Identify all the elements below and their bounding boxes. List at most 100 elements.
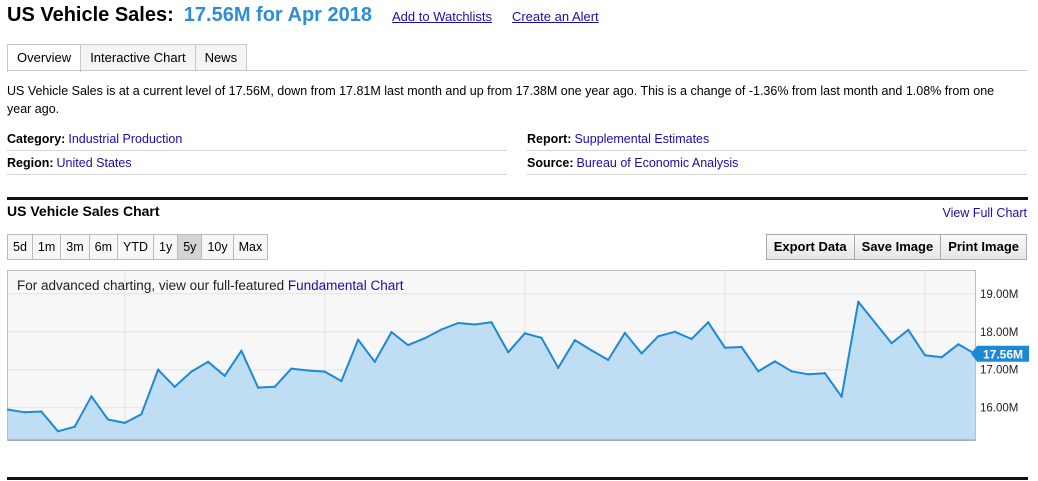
range-6m-button[interactable]: 6m: [88, 234, 119, 260]
data-point: [773, 360, 777, 363]
data-point: [90, 395, 93, 398]
current-value-badge: [971, 345, 1029, 362]
range-1y-button[interactable]: 1y: [153, 234, 179, 260]
region-link[interactable]: United States: [56, 156, 132, 170]
export-data-button[interactable]: Export Data: [765, 234, 855, 260]
source-row: Source: Bureau of Economic Analysis: [527, 152, 1027, 175]
range-max-button[interactable]: Max: [232, 234, 269, 260]
source-label: Source:: [527, 156, 574, 170]
data-point: [173, 385, 176, 388]
range-ytd-button[interactable]: YTD: [117, 234, 155, 260]
data-point: [390, 331, 393, 334]
data-point: [290, 367, 293, 370]
data-point: [156, 368, 160, 371]
data-point: [707, 321, 710, 324]
range-3m-button[interactable]: 3m: [60, 234, 90, 260]
data-point: [740, 345, 743, 349]
tab-news[interactable]: News: [194, 44, 248, 71]
range-1m-button[interactable]: 1m: [31, 234, 62, 260]
summary-text: US Vehicle Sales is at a current level o…: [7, 84, 995, 116]
data-point: [723, 346, 727, 349]
tab-overview[interactable]: Overview: [7, 44, 82, 72]
add-to-watchlists-link[interactable]: Add to Watchlists: [392, 9, 492, 24]
range-5d-button[interactable]: 5d: [7, 234, 33, 260]
data-point: [357, 338, 360, 341]
advanced-charting-note: For advanced charting, view our full-fea…: [17, 278, 403, 293]
y-tick-label: 16.00M: [980, 403, 1018, 415]
data-point: [407, 343, 410, 347]
data-point: [40, 410, 43, 413]
data-point: [657, 335, 660, 338]
region-row: Region: United States: [7, 152, 507, 175]
vehicle-sales-chart: 16.00M17.00M18.00M19.00M2014201520162017…: [7, 270, 1029, 441]
data-point: [873, 321, 877, 324]
print-image-button[interactable]: Print Image: [940, 234, 1027, 260]
data-point: [273, 385, 276, 388]
y-tick-label: 18.00M: [980, 327, 1018, 339]
data-point: [807, 373, 810, 376]
data-point: [890, 342, 893, 345]
section-divider: [7, 197, 1028, 200]
data-point: [473, 323, 476, 326]
source-link[interactable]: Bureau of Economic Analysis: [576, 156, 739, 170]
category-link[interactable]: Industrial Production: [68, 132, 183, 146]
data-point: [573, 339, 576, 342]
data-point: [857, 300, 860, 303]
tab-interactive-chart[interactable]: Interactive Chart: [80, 44, 196, 71]
tab-divider: [7, 70, 1028, 71]
chart-section-title: US Vehicle Sales Chart: [7, 203, 160, 219]
y-tick-label: 19.00M: [980, 289, 1018, 301]
region-label: Region:: [7, 156, 54, 170]
fundamental-chart-link[interactable]: Fundamental Chart: [287, 278, 404, 293]
data-point: [373, 360, 376, 363]
save-image-button[interactable]: Save Image: [853, 234, 942, 260]
data-point: [623, 331, 626, 335]
current-value-label: 17.56M: [983, 347, 1023, 361]
data-point: [340, 380, 343, 383]
data-point: [923, 354, 927, 357]
data-point: [23, 411, 26, 414]
data-point: [840, 395, 843, 398]
report-row: Report: Supplemental Estimates: [527, 128, 1027, 151]
data-point: [106, 418, 110, 421]
data-point: [673, 330, 676, 333]
data-point: [957, 343, 960, 346]
chart-actions: Export Data Save Image Print Image: [765, 234, 1027, 260]
report-label: Report:: [527, 132, 572, 146]
data-point: [223, 374, 226, 377]
data-point: [457, 321, 460, 325]
data-point: [757, 370, 760, 373]
data-point: [140, 413, 143, 416]
data-point: [323, 370, 326, 373]
page-title: US Vehicle Sales:: [7, 4, 174, 26]
data-point: [73, 425, 76, 428]
range-5y-button[interactable]: 5y: [177, 234, 203, 260]
create-alert-link[interactable]: Create an Alert: [511, 9, 599, 24]
data-point: [523, 332, 526, 335]
data-point: [640, 352, 643, 355]
data-point: [507, 351, 510, 354]
current-value: 17.56M for Apr 2018: [183, 4, 372, 26]
data-point: [590, 349, 593, 352]
report-link[interactable]: Supplemental Estimates: [574, 132, 710, 146]
data-point: [190, 370, 193, 373]
page-header: US Vehicle Sales: 17.56M for Apr 2018 Ad…: [7, 4, 599, 32]
data-point: [607, 358, 610, 361]
data-point: [490, 321, 493, 324]
tab-bar: Overview Interactive Chart News: [7, 44, 248, 72]
data-point: [907, 328, 910, 331]
series-area: [8, 301, 975, 440]
view-full-chart-link[interactable]: View Full Chart: [942, 206, 1027, 220]
data-point: [240, 349, 243, 352]
bottom-divider: [7, 477, 1028, 480]
data-point: [307, 369, 310, 372]
data-point: [540, 336, 543, 339]
data-point: [123, 421, 126, 425]
range-10y-button[interactable]: 10y: [201, 234, 234, 260]
category-label: Category:: [7, 132, 66, 146]
category-row: Category: Industrial Production: [7, 128, 507, 151]
data-point: [790, 370, 793, 373]
advanced-charting-text: For advanced charting, view our full-fea…: [17, 278, 288, 293]
data-point: [256, 386, 260, 389]
range-selector: 5d 1m 3m 6m YTD 1y 5y 10y Max: [7, 234, 269, 260]
